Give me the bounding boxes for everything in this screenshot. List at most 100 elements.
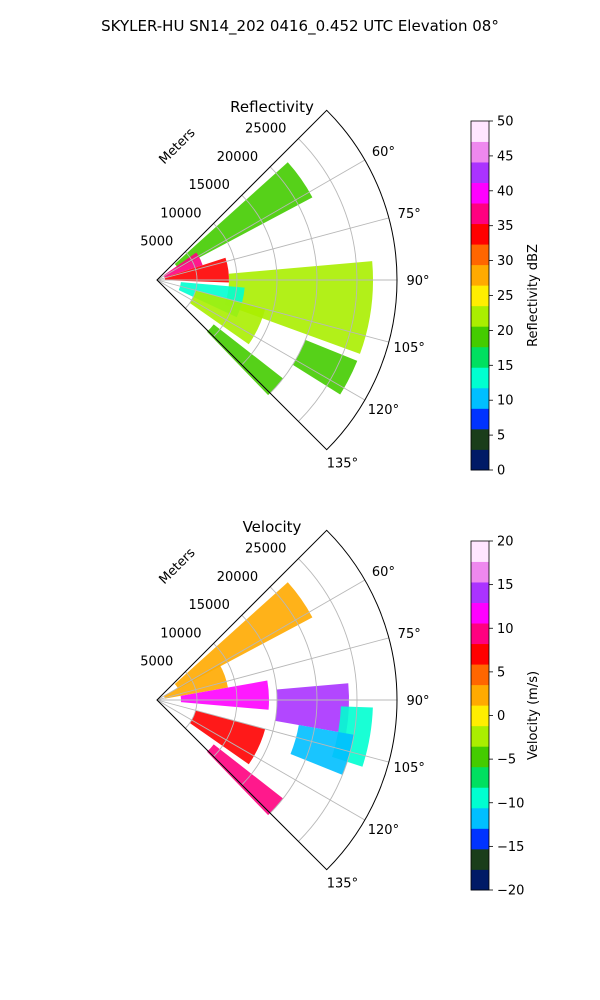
- radial-axis-label: Meters: [157, 545, 199, 587]
- colorbar-swatch-11: [471, 643, 489, 665]
- colorbar-tick-label-9: 45: [497, 149, 514, 164]
- colorbar-tick-label-0: 0: [497, 464, 505, 479]
- colorbar-swatch-2: [471, 408, 489, 430]
- colorbar-swatch-8: [471, 285, 489, 307]
- azimuth-tick-label-4: 120°: [368, 403, 399, 418]
- echo-region-5: [290, 725, 354, 775]
- azimuth-tick-label-3: 105°: [394, 761, 425, 776]
- colorbar-tick-label-4: 20: [497, 324, 514, 339]
- colorbar-swatch-9: [471, 264, 489, 286]
- colorbar-swatch-4: [471, 787, 489, 809]
- echo-region-0: [174, 162, 313, 269]
- colorbar-tick-label-0: −20: [497, 884, 524, 899]
- colorbar-swatch-14: [471, 582, 489, 603]
- radial-tick-label-0: 5000: [140, 655, 173, 670]
- azimuth-spoke-1: [156, 217, 389, 281]
- colorbar-tick-label-1: 5: [497, 429, 505, 444]
- radial-tick-label-1: 10000: [160, 626, 201, 641]
- colorbar-swatch-0: [471, 869, 489, 891]
- colorbar-swatch-16: [471, 121, 489, 142]
- sector-outline: [156, 529, 398, 871]
- radial-tick-label-2: 15000: [188, 178, 229, 193]
- azimuth-tick-label-4: 120°: [368, 823, 399, 838]
- colorbar-swatch-12: [471, 623, 489, 645]
- azimuth-spoke-4: [156, 279, 366, 401]
- colorbar-label: Reflectivity dBZ: [526, 244, 541, 347]
- radial-tick-label-0: 5000: [140, 235, 173, 250]
- colorbar-tick-label-2: 10: [497, 394, 514, 409]
- azimuth-tick-label-0: 60°: [372, 565, 395, 580]
- colorbar-label: Velocity (m/s): [526, 671, 541, 760]
- echo-region-2: [164, 257, 230, 283]
- azimuth-spoke-4: [156, 699, 366, 821]
- azimuth-tick-label-1: 75°: [398, 207, 421, 222]
- colorbar-swatch-6: [471, 326, 489, 348]
- colorbar-tick-label-1: −15: [497, 840, 524, 855]
- reflectivity-panel: Reflectivity 5000 10000 15000 20000 25000 Mete…: [140, 98, 541, 479]
- azimuth-spoke-0: [156, 159, 366, 281]
- echo-region-3: [224, 261, 373, 354]
- colorbar-tick-label-10: 50: [497, 115, 514, 130]
- colorbar-tick-label-5: 5: [497, 665, 505, 680]
- figure-title: SKYLER-HU SN14_202 0416_0.452 UTC Elevat…: [101, 17, 499, 36]
- colorbar-tick-label-3: −5: [497, 753, 516, 768]
- azimuth-tick-label-1: 75°: [398, 627, 421, 642]
- colorbar-tick-label-2: −10: [497, 796, 524, 811]
- colorbar-swatch-12: [471, 203, 489, 225]
- echo-region-7: [207, 324, 284, 396]
- radial-tick-label-3: 20000: [217, 150, 258, 165]
- colorbar-tick-label-5: 25: [497, 289, 514, 304]
- colorbar-tick-label-8: 20: [497, 535, 514, 550]
- colorbar-swatch-1: [471, 428, 489, 450]
- colorbar-swatch-14: [471, 162, 489, 183]
- colorbar-swatch-5: [471, 766, 489, 788]
- colorbar-tick-label-6: 10: [497, 622, 514, 637]
- azimuth-tick-label-5: 135°: [327, 876, 358, 891]
- colorbar-swatch-5: [471, 346, 489, 368]
- azimuth-tick-label-3: 105°: [394, 341, 425, 356]
- azimuth-spoke-3: [156, 279, 389, 343]
- colorbar-tick-label-4: 0: [497, 709, 505, 724]
- echo-region-7: [207, 744, 284, 816]
- colorbar-tick-label-3: 15: [497, 359, 514, 374]
- azimuth-tick-label-2: 90°: [406, 694, 429, 709]
- colorbar-swatch-13: [471, 182, 489, 204]
- colorbar-swatch-8: [471, 705, 489, 727]
- radial-tick-label-4: 25000: [245, 122, 286, 137]
- colorbar-swatch-11: [471, 223, 489, 245]
- colorbar-swatch-2: [471, 828, 489, 850]
- sector-outline: [156, 109, 398, 451]
- colorbar-swatch-6: [471, 746, 489, 768]
- radial-tick-label-3: 20000: [217, 570, 258, 585]
- azimuth-spoke-0: [156, 579, 366, 701]
- azimuth-spoke-3: [156, 699, 389, 763]
- echo-region-6: [292, 339, 358, 395]
- azimuth-tick-label-0: 60°: [372, 145, 395, 160]
- colorbar-swatch-15: [471, 141, 489, 163]
- radial-tick-label-4: 25000: [245, 542, 286, 557]
- radial-tick-label-2: 15000: [188, 598, 229, 613]
- colorbar-swatch-1: [471, 848, 489, 870]
- colorbar-swatch-10: [471, 664, 489, 686]
- colorbar-swatch-4: [471, 367, 489, 389]
- colorbar-swatch-9: [471, 684, 489, 706]
- echo-region-3: [275, 683, 350, 734]
- azimuth-tick-label-2: 90°: [406, 274, 429, 289]
- colorbar-swatch-15: [471, 561, 489, 583]
- colorbar-swatch-10: [471, 244, 489, 266]
- velocity-panel: Velocity 5000 10000 15000 20000 25000 Meters 60…: [140, 518, 541, 899]
- radial-tick-label-1: 10000: [160, 206, 201, 221]
- colorbar-tick-label-7: 15: [497, 578, 514, 593]
- colorbar-swatch-3: [471, 807, 489, 829]
- azimuth-tick-label-5: 135°: [327, 456, 358, 471]
- echo-region-1: [163, 664, 228, 699]
- colorbar-swatch-7: [471, 305, 489, 327]
- panel-title: Reflectivity: [230, 98, 314, 116]
- colorbar-swatch-7: [471, 725, 489, 747]
- colorbar-tick-label-7: 35: [497, 219, 514, 234]
- echo-region-2: [180, 680, 269, 710]
- azimuth-spoke-1: [156, 637, 389, 701]
- radial-axis-label: Meters: [157, 125, 199, 167]
- panel-title: Velocity: [243, 518, 302, 536]
